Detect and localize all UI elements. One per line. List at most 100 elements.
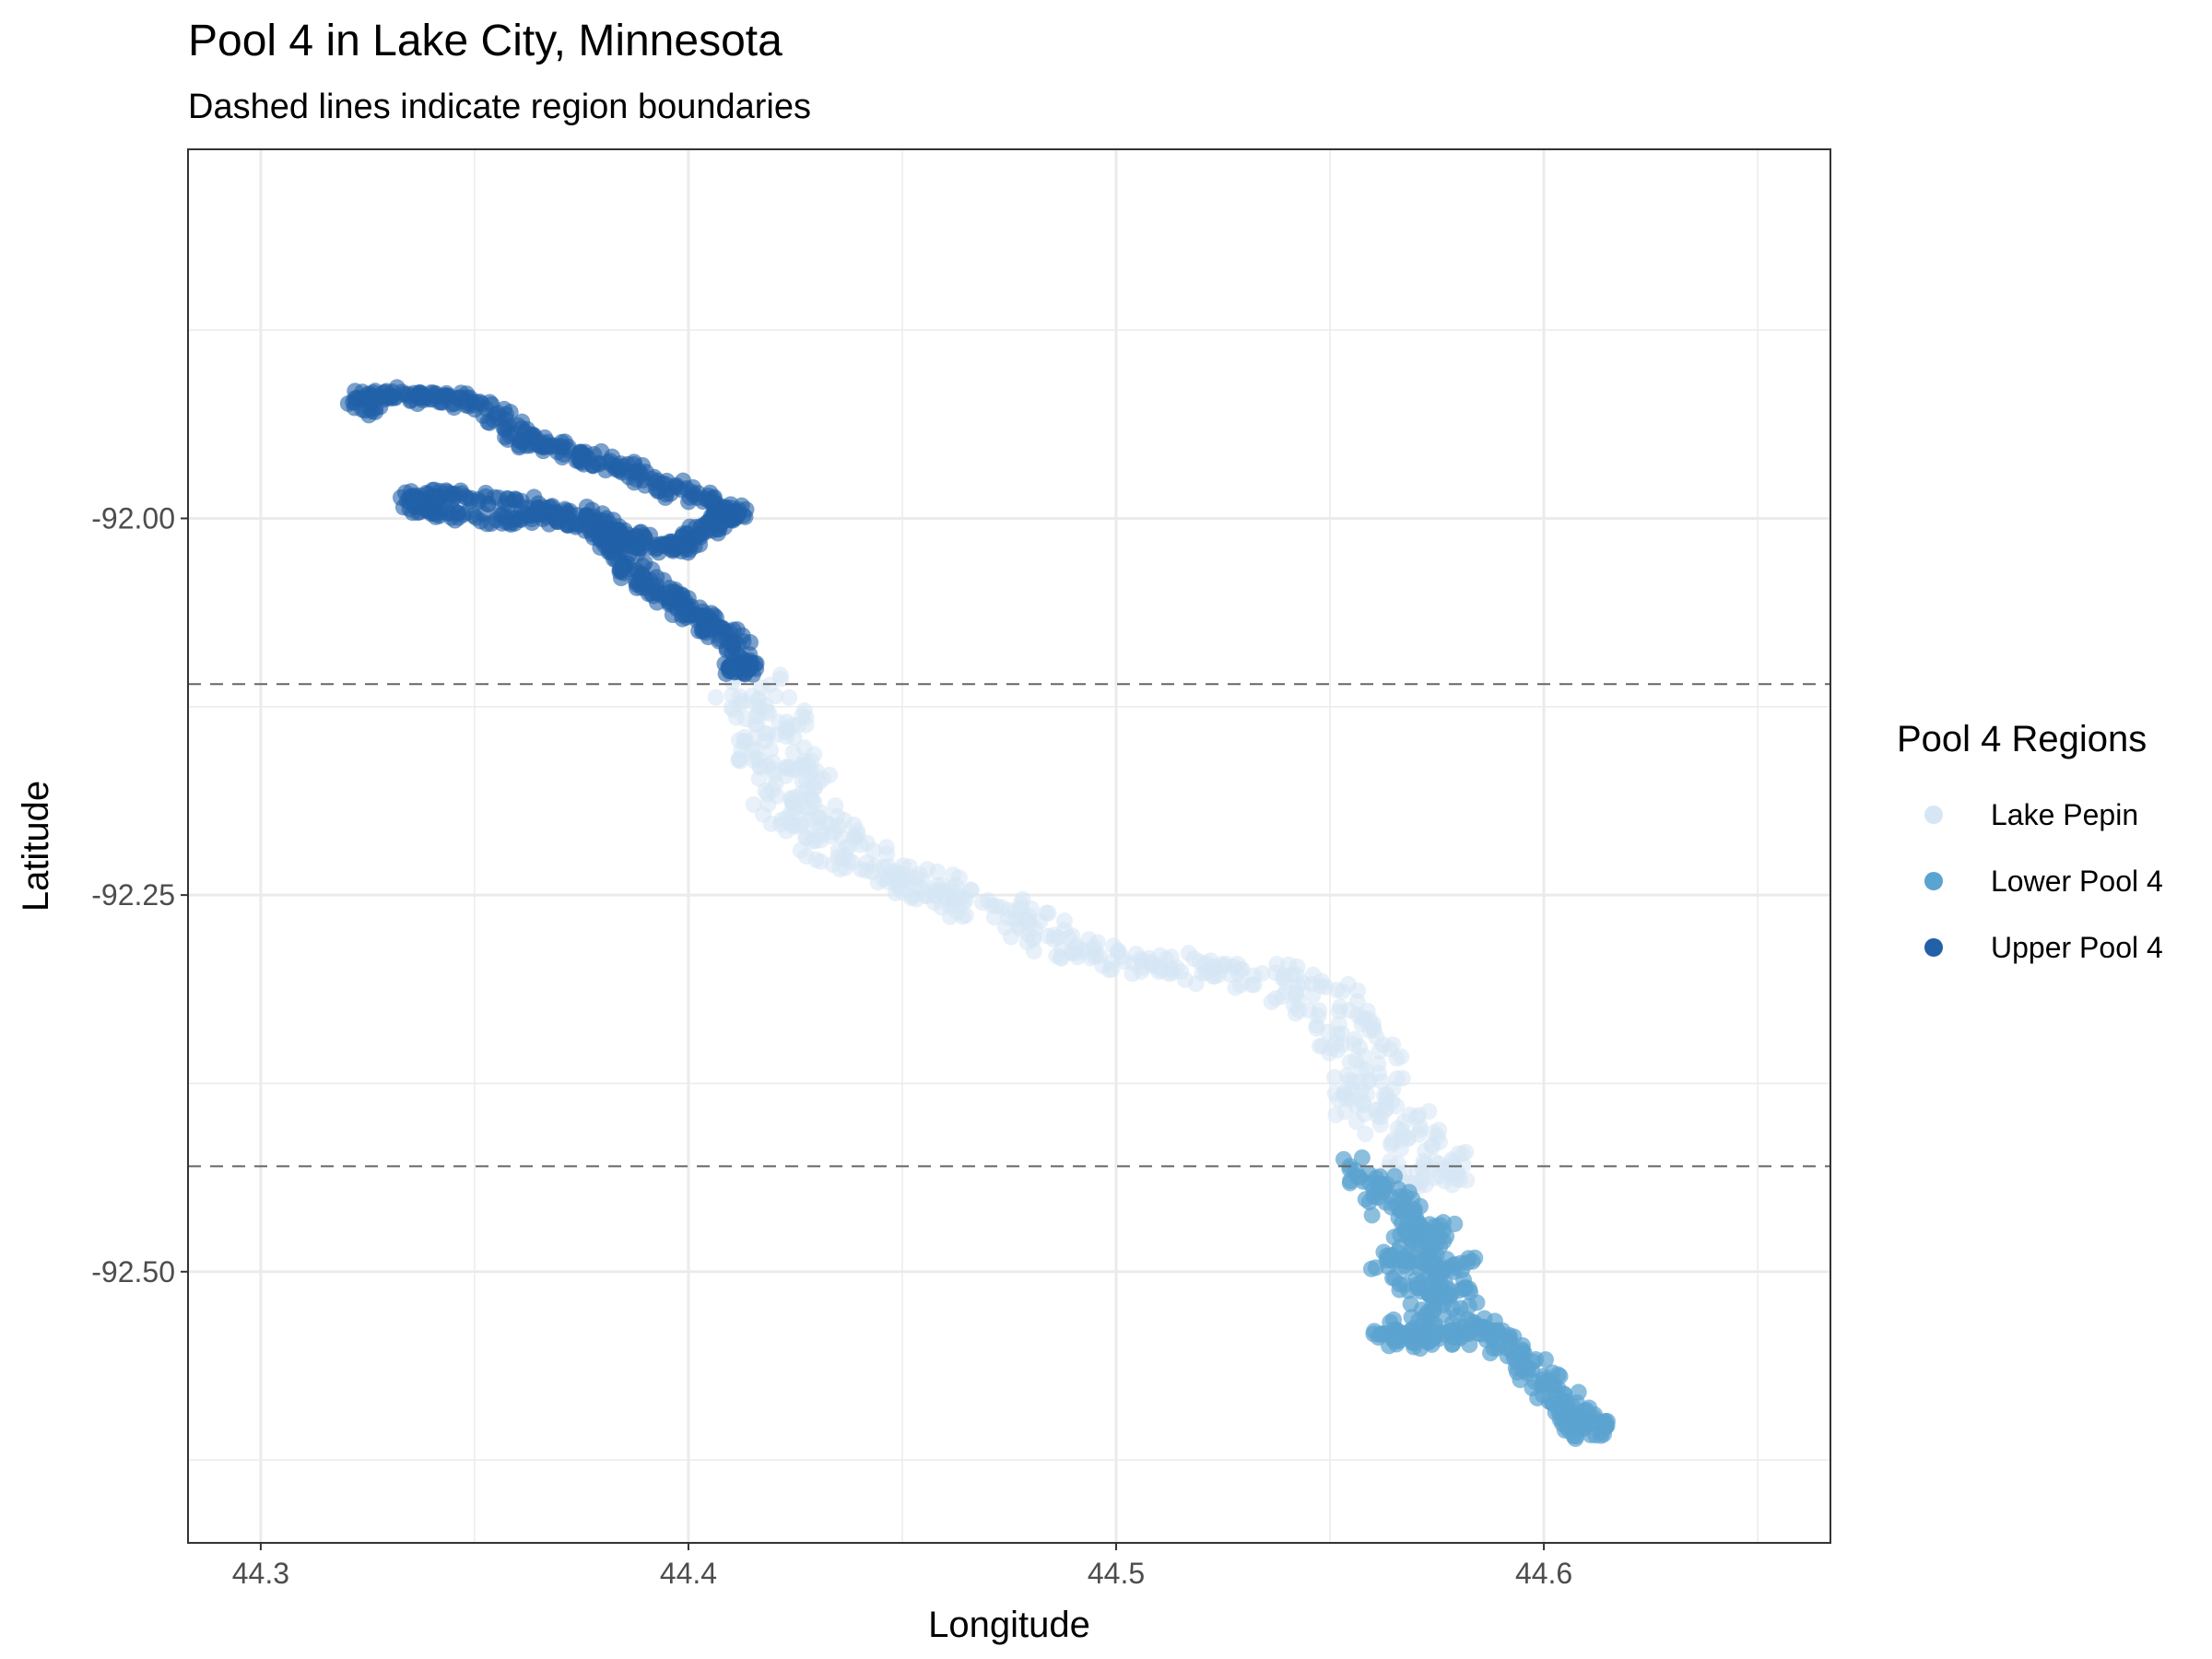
data-point [1351, 1074, 1369, 1091]
data-point [1063, 944, 1080, 961]
data-point [462, 389, 479, 406]
data-point [1304, 986, 1322, 1004]
data-point [363, 386, 381, 404]
data-point [1440, 1287, 1457, 1304]
data-point [1430, 1122, 1448, 1139]
data-point [985, 909, 1003, 926]
data-point [878, 845, 896, 863]
legend-label: Lower Pool 4 [1991, 865, 2163, 898]
data-point [846, 830, 864, 847]
series-upper-pool-4 [339, 379, 765, 683]
chart-subtitle: Dashed lines indicate region boundaries [188, 88, 811, 126]
legend-entry: Lake Pepin [1924, 798, 2138, 831]
x-tick-label: 44.5 [1088, 1557, 1145, 1590]
data-point [438, 384, 455, 402]
data-point [633, 567, 651, 584]
data-point [1185, 950, 1203, 968]
data-point [857, 862, 875, 879]
plot-border [187, 148, 1831, 1544]
data-point [1393, 1131, 1410, 1148]
legend-entry: Upper Pool 4 [1924, 931, 2163, 964]
data-point [706, 618, 724, 636]
data-point [347, 382, 364, 400]
data-point [1347, 1052, 1364, 1069]
data-point [1410, 1125, 1428, 1143]
data-point [1012, 900, 1030, 917]
data-point [1311, 1002, 1328, 1019]
data-point [1425, 1324, 1442, 1341]
data-point [786, 761, 804, 779]
data-point [781, 688, 798, 706]
data-point [1391, 1332, 1408, 1349]
data-point [1359, 1086, 1376, 1103]
data-point [718, 640, 735, 657]
data-point [1425, 1284, 1442, 1301]
data-point [447, 486, 465, 503]
data-point [1468, 1294, 1486, 1312]
data-point [829, 807, 846, 825]
data-point [803, 790, 820, 807]
data-point [677, 599, 694, 617]
data-point [543, 437, 560, 454]
x-tick-label: 44.4 [660, 1557, 717, 1590]
data-point [929, 863, 947, 880]
data-point [812, 831, 830, 849]
data-point [614, 559, 631, 576]
data-point [1549, 1366, 1567, 1383]
data-point [589, 454, 606, 472]
data-point [408, 395, 426, 413]
data-point [1395, 1257, 1413, 1275]
data-point [1395, 1194, 1413, 1211]
data-point [724, 621, 742, 639]
data-point [1289, 976, 1307, 994]
data-point [1162, 948, 1180, 966]
data-point [724, 505, 742, 523]
y-tick-label: -92.50 [91, 1255, 175, 1288]
data-point [1267, 990, 1285, 1007]
data-point [1371, 1042, 1388, 1060]
data-point [1394, 1069, 1411, 1087]
data-point [664, 606, 681, 624]
data-point [1103, 960, 1121, 978]
data-point [1388, 1098, 1406, 1115]
data-point [754, 806, 771, 823]
data-point [1513, 1336, 1531, 1354]
data-point [1353, 1008, 1371, 1026]
data-point [1105, 937, 1123, 955]
data-point [834, 850, 852, 867]
data-point [1390, 1209, 1407, 1227]
x-tick-label: 44.3 [232, 1557, 289, 1590]
data-point [1331, 998, 1348, 1016]
data-point [1363, 1206, 1381, 1224]
data-point [1018, 934, 1036, 951]
data-point [707, 688, 724, 706]
data-point [1385, 1311, 1403, 1328]
series-lower-pool-4 [1335, 1149, 1616, 1447]
data-point [1464, 1253, 1481, 1270]
legend-entries: Lake Pepin Lower Pool 4 Upper Pool 4 [1924, 798, 2163, 964]
data-point [1011, 920, 1029, 937]
data-point [798, 830, 816, 847]
data-point [481, 414, 499, 431]
data-point [1326, 1085, 1344, 1102]
data-point [750, 770, 768, 787]
data-point [1424, 1137, 1441, 1155]
data-point [1425, 1300, 1442, 1317]
data-point [1146, 958, 1163, 975]
legend-key [1924, 806, 1943, 824]
legend-label: Lake Pepin [1991, 798, 2138, 831]
data-point [1393, 1048, 1410, 1065]
data-point [655, 536, 673, 554]
axis-ticks: 44.3 44.4 44.5 44.6 -92.00 -92.25 -92.50 [91, 501, 1572, 1590]
data-point [1115, 953, 1133, 971]
legend-key [1924, 938, 1943, 957]
data-point [1371, 1326, 1389, 1344]
data-point [757, 733, 774, 750]
data-point [1477, 1331, 1495, 1348]
data-point [1371, 1116, 1389, 1134]
data-point [1513, 1356, 1531, 1373]
data-point [1561, 1422, 1579, 1440]
legend-entry: Lower Pool 4 [1924, 865, 2163, 898]
data-point [626, 474, 643, 491]
legend: Pool 4 Regions Lake Pepin Lower Pool 4 Upp… [1897, 719, 2163, 964]
